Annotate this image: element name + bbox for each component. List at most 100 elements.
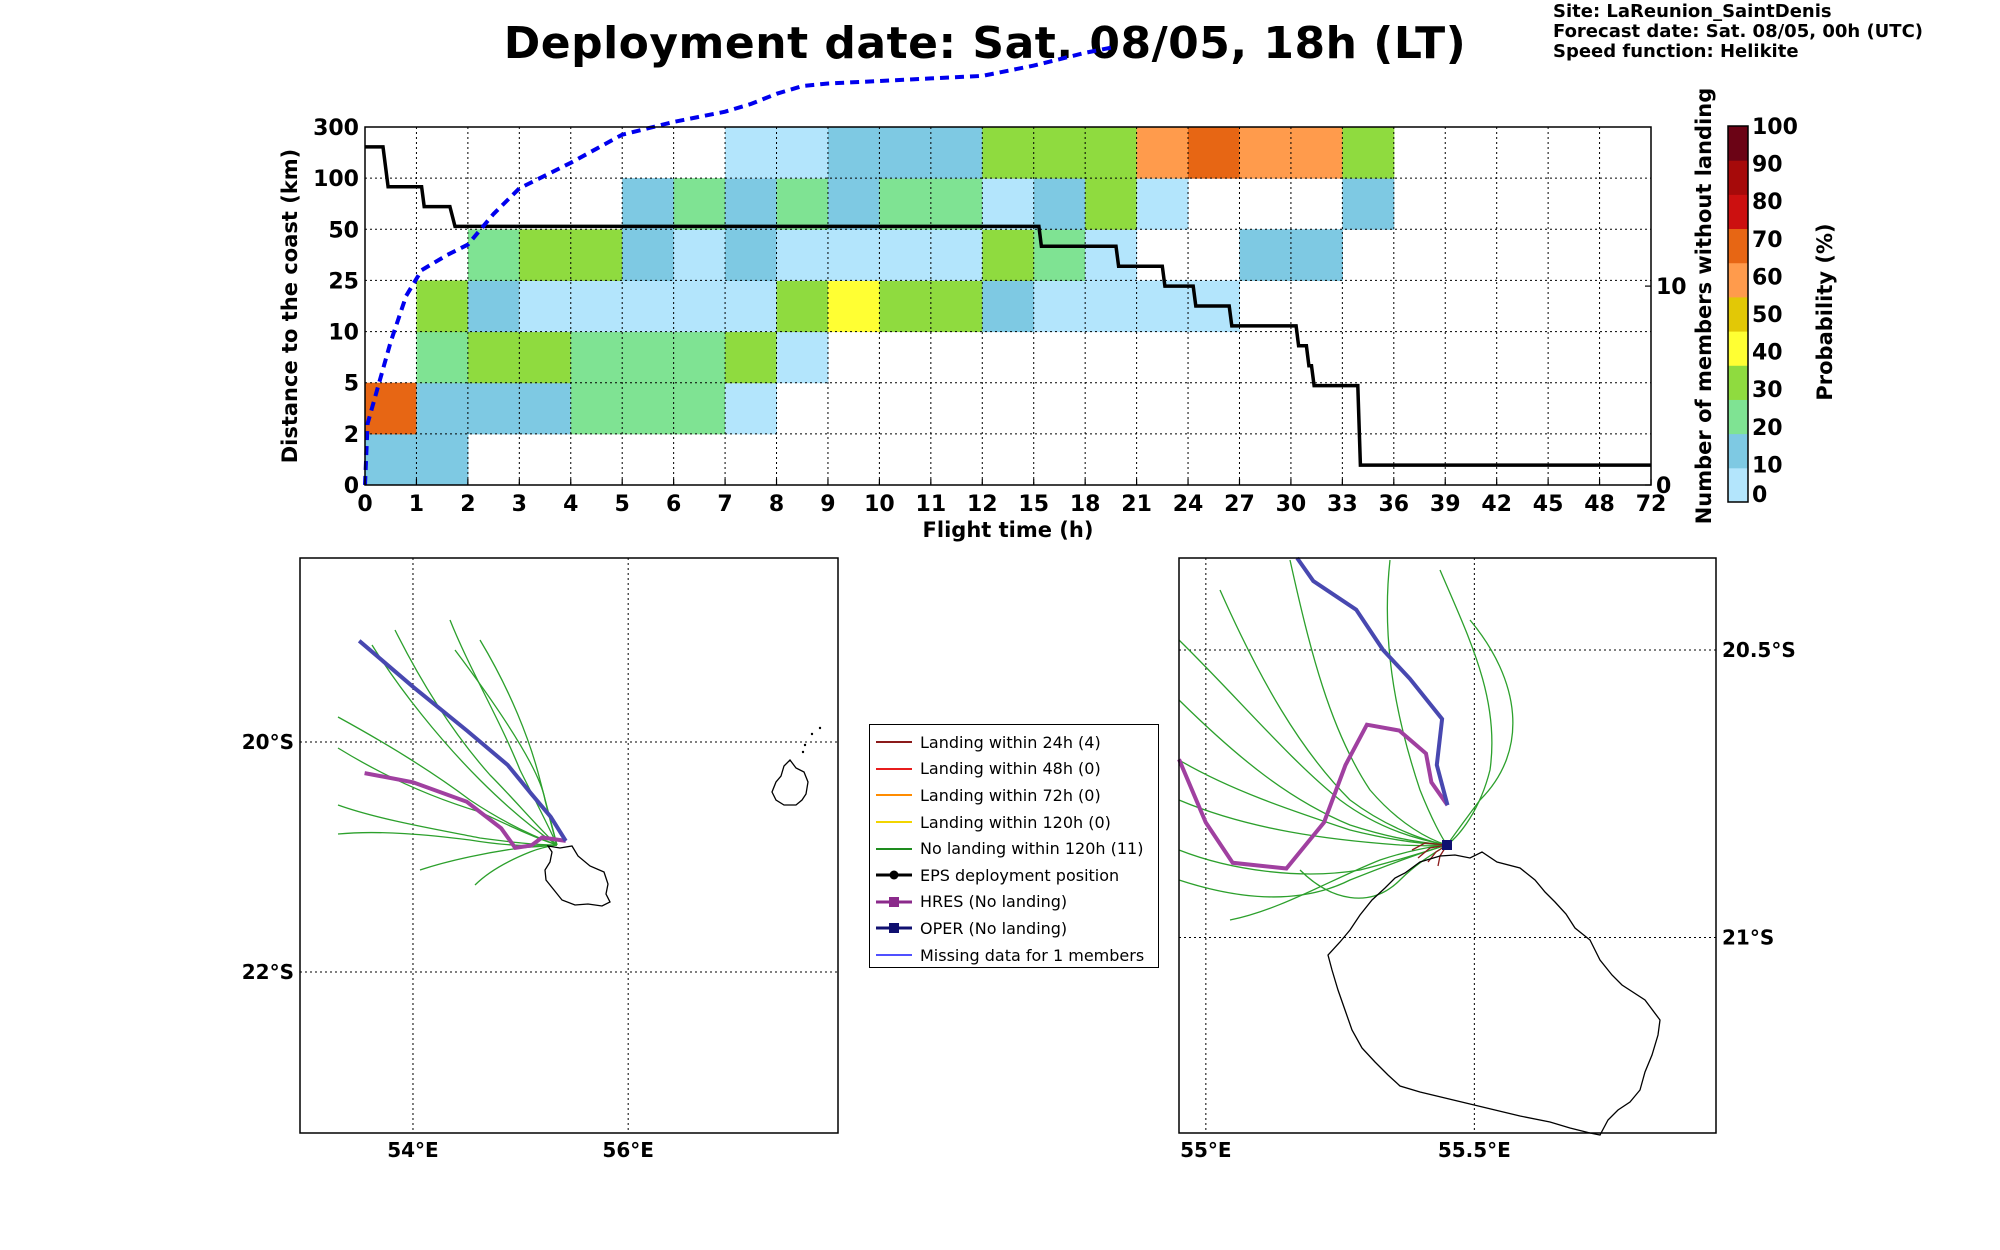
heatmap-cell-47 <box>1239 229 1292 281</box>
heatmap-cell-37 <box>622 229 675 281</box>
legend-item-landing-48h: Landing within 48h (0) <box>870 756 1158 783</box>
site-label: Site: LaReunion_SaintDenis <box>1553 1 1832 22</box>
colorbar-tick-20: 20 <box>1752 416 1783 441</box>
forecast-date-label: Forecast date: Sat. 08/05, 00h (UTC) <box>1553 21 1924 42</box>
heatmap-cell-51 <box>725 178 778 230</box>
colorbar-tick-60: 60 <box>1752 265 1783 290</box>
heatmap-cell-59 <box>1136 178 1189 230</box>
x-tick-33: 33 <box>1327 492 1358 517</box>
heatmap-cell-42 <box>879 229 932 281</box>
colorbar-tick-40: 40 <box>1752 341 1783 366</box>
heatmap-cell-20 <box>519 280 572 333</box>
x-tick-27: 27 <box>1224 492 1255 517</box>
heatmap-cell-66 <box>982 127 1035 179</box>
heatmap-cell-46 <box>1085 229 1138 281</box>
x-tick-48: 48 <box>1584 492 1615 517</box>
lon-label: 56°E <box>602 1138 654 1162</box>
ensemble-track-5 <box>394 629 558 846</box>
oper-track <box>357 639 568 842</box>
x-tick-1: 1 <box>409 492 424 517</box>
y-tick-25: 25 <box>328 269 359 294</box>
legend-item-landing-120h: Landing within 120h (0) <box>870 809 1158 836</box>
y-tick-2: 2 <box>344 423 359 448</box>
overview-map: 54°E 56°E 20°S 22°S <box>242 557 839 1162</box>
colorbar-segment-5 <box>1728 296 1748 332</box>
x-tick-42: 42 <box>1481 492 1512 517</box>
heatmap-cell-24 <box>725 280 778 333</box>
zoom-map-tracks <box>1177 556 1514 921</box>
y-tick-10: 10 <box>328 321 359 346</box>
reunion-coast-outline <box>1327 851 1661 1136</box>
colorbar-tick-90: 90 <box>1752 153 1783 178</box>
heatmap-cell-65 <box>930 127 983 179</box>
right-tick-labels: 0 10 <box>1645 275 1687 499</box>
x-tick-45: 45 <box>1533 492 1564 517</box>
heatmap-cell-36 <box>570 229 623 281</box>
heatmap-cell-62 <box>776 127 829 179</box>
x-tick-3: 3 <box>512 492 527 517</box>
ensemble-track-6 <box>1289 559 1448 846</box>
heatmap-grid <box>365 127 1651 485</box>
heatmap-cell-8 <box>673 382 726 435</box>
heatmap-cell-32 <box>1136 280 1189 333</box>
heatmap-cell-21 <box>570 280 623 333</box>
heatmap-cell-72 <box>1290 127 1343 179</box>
y-tick-5: 5 <box>344 372 359 397</box>
hres-track <box>1177 722 1450 871</box>
ensemble-track-8 <box>1439 569 1493 846</box>
heatmap-cell-4 <box>467 382 520 435</box>
ensemble-track-9 <box>1446 619 1514 846</box>
lon-label: 55°E <box>1180 1138 1232 1162</box>
colorbar: 0 10 20 30 40 50 60 70 80 90 100 <box>1727 115 1798 508</box>
legend-item-hres: HRES (No landing) <box>870 889 1158 916</box>
heatmap-cell-50 <box>673 178 726 230</box>
heatmap-cell-17 <box>776 331 829 384</box>
heatmap-cell-55 <box>930 178 983 230</box>
heatmap-cell-53 <box>827 178 880 230</box>
heatmap-cell-5 <box>519 382 572 435</box>
y-tick-50: 50 <box>328 218 359 243</box>
heatmap-cell-3 <box>416 382 469 435</box>
heatmap-cell-68 <box>1085 127 1138 179</box>
heatmap-cell-48 <box>1290 229 1343 281</box>
heatmap-cell-54 <box>879 178 932 230</box>
ensemble-track-4 <box>371 644 558 846</box>
heatmap-cell-69 <box>1136 127 1189 179</box>
colorbar-tick-30: 30 <box>1752 378 1783 403</box>
x-tick-4: 4 <box>563 492 578 517</box>
colorbar-segment-0 <box>1728 467 1748 503</box>
heatmap-cell-70 <box>1188 127 1240 179</box>
lon-label: 54°E <box>387 1138 439 1162</box>
heatmap-cell-31 <box>1085 280 1138 333</box>
heatmap-cell-23 <box>673 280 726 333</box>
ensemble-track-8 <box>454 649 558 846</box>
heatmap-cell-41 <box>827 229 880 281</box>
landing-track-3 <box>1411 842 1448 851</box>
heatmap-frame <box>364 126 1652 486</box>
x-tick-11: 11 <box>916 492 947 517</box>
x-axis-label: Flight time (h) <box>923 518 1094 542</box>
overview-map-grid <box>300 558 838 1133</box>
ensemble-track-11 <box>1229 844 1448 921</box>
x-tick-30: 30 <box>1276 492 1307 517</box>
legend-swatch <box>876 841 912 857</box>
x-tick-8: 8 <box>769 492 784 517</box>
x-tick-36: 36 <box>1378 492 1409 517</box>
heatmap-cell-22 <box>622 280 675 333</box>
y-axis-label: Distance to the coast (km) <box>278 149 302 464</box>
x-tick-labels: 0 1 2 3 4 5 6 7 8 9 10 11 12 15 18 21 24 27 30 33 36 39 42 45 48… <box>357 479 1666 517</box>
heatmap-cell-63 <box>827 127 880 179</box>
lat-label: 21°S <box>1722 926 1774 950</box>
heatmap-cell-12 <box>519 331 572 384</box>
right-axis-label: Number of members without landing <box>1692 88 1716 525</box>
heatmap-cell-15 <box>673 331 726 384</box>
x-tick-12: 12 <box>967 492 998 517</box>
ensemble-track-0 <box>337 716 558 846</box>
ensemble-track-10 <box>1299 844 1448 899</box>
legend-swatch <box>876 761 912 777</box>
ensemble-track-1 <box>1178 699 1448 846</box>
y-tick-300: 300 <box>313 116 359 141</box>
heatmap-cell-18 <box>416 280 469 333</box>
